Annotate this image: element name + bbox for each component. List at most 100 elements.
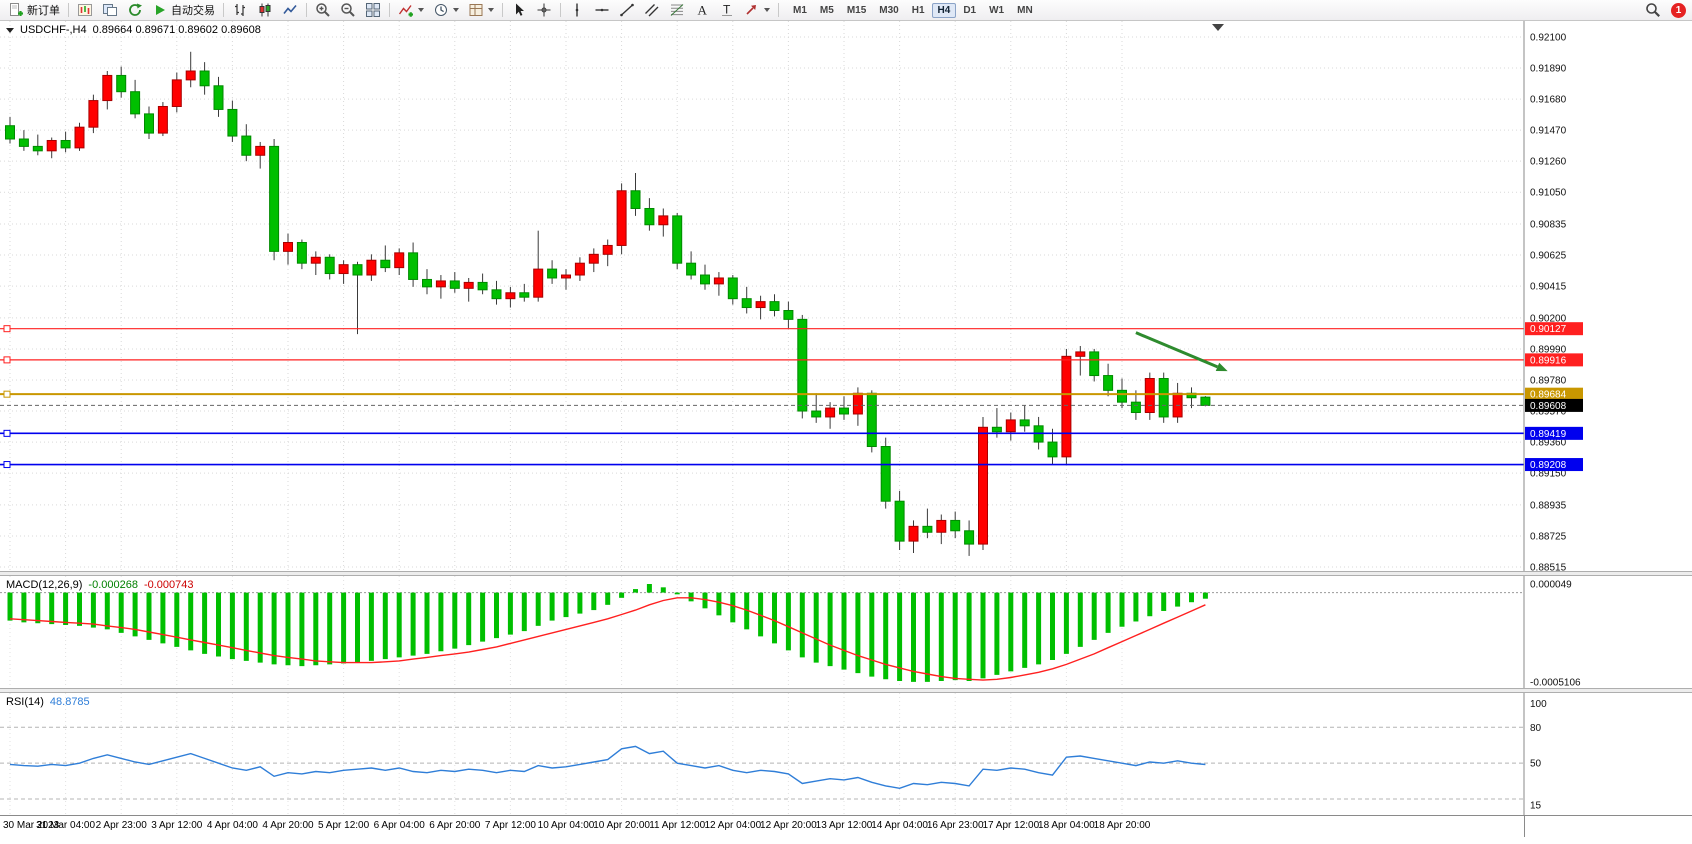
panel-divider[interactable]: [0, 688, 1692, 693]
horizontal-line-button[interactable]: [590, 0, 614, 21]
refresh-button[interactable]: [123, 0, 147, 21]
timeframe-M30[interactable]: M30: [879, 4, 899, 16]
toolbar-separator: [306, 3, 307, 17]
tile-windows-button[interactable]: [361, 0, 385, 21]
timeframe-D1[interactable]: D1: [963, 4, 977, 16]
chart-shift-marker-icon[interactable]: [1212, 24, 1224, 31]
rsi-axis-label: 15: [1530, 801, 1542, 812]
candle-body: [1144, 378, 1155, 414]
candle-body: [227, 108, 238, 137]
timeframe-MN[interactable]: MN: [1017, 4, 1033, 16]
profiles-button[interactable]: [98, 0, 122, 21]
cursor-button[interactable]: [507, 0, 531, 21]
periods-button[interactable]: [429, 0, 463, 21]
candlestick-chart-button[interactable]: [253, 0, 277, 21]
timeframe-M1[interactable]: M1: [793, 4, 807, 16]
timeframe-H4[interactable]: H4: [931, 2, 957, 18]
notification-badge[interactable]: 1: [1671, 2, 1686, 18]
toolbar-separator: [68, 3, 69, 17]
candle-body: [338, 264, 349, 275]
fibonacci-icon: [670, 4, 684, 16]
crosshair-button[interactable]: [532, 0, 556, 21]
time-axis-label: 31 Mar 04:00: [36, 820, 96, 831]
timeframe-W1[interactable]: W1: [989, 4, 1005, 16]
line-anchor-marker[interactable]: [3, 390, 11, 398]
candle-body: [866, 392, 877, 448]
dropdown-caret-icon: [764, 8, 770, 12]
indicators-button[interactable]: [394, 0, 428, 21]
hline-objects: [0, 325, 1524, 469]
charts-button[interactable]: [73, 0, 97, 21]
tile-windows-icon: [366, 3, 380, 17]
candle-body: [1019, 419, 1030, 427]
trendline-button[interactable]: [615, 0, 639, 21]
fibonacci-button[interactable]: [665, 0, 689, 21]
price-tag-label: 0.89419: [1530, 429, 1567, 440]
line-anchor-marker[interactable]: [3, 325, 11, 333]
macd-canvas[interactable]: 0.000049 -0.0005106: [0, 576, 1692, 688]
candle-body: [422, 278, 432, 288]
candle-body: [394, 252, 405, 269]
timeframe-group: M1 M5 M15 M30 H1 H4 D1 W1 MN: [787, 2, 1039, 18]
price-axis-label: 0.89360: [1530, 438, 1567, 449]
autotrading-button[interactable]: 自动交易: [148, 0, 219, 21]
equidistant-channel-icon: [645, 4, 659, 17]
arrow-object[interactable]: [1135, 331, 1228, 372]
candle-body: [505, 292, 516, 300]
price-axis[interactable]: 0.92100 0.91890 0.91680 0.91470 0.91260 0.910…: [1530, 33, 1567, 572]
candles-layer: [5, 51, 1211, 556]
search-icon: [1646, 3, 1660, 17]
candle-body: [686, 262, 697, 276]
price-axis-label: 0.91890: [1530, 64, 1567, 75]
timeframe-H1[interactable]: H1: [911, 4, 925, 16]
text-button[interactable]: A: [690, 0, 714, 21]
line-chart-button[interactable]: [278, 0, 302, 21]
candle-body: [491, 289, 502, 300]
price-tag-label: 0.89684: [1530, 390, 1567, 401]
autotrading-label: 自动交易: [171, 5, 215, 17]
text-label-button[interactable]: T: [715, 0, 739, 21]
candle-body: [157, 105, 168, 134]
search-button[interactable]: [1641, 0, 1665, 21]
line-anchor-marker[interactable]: [3, 356, 11, 364]
candle-body: [755, 301, 766, 309]
price-tag-label: 0.89208: [1530, 460, 1567, 471]
rsi-canvas[interactable]: 100 80 50 15: [0, 693, 1692, 815]
toolbar-separator: [502, 3, 503, 17]
profiles-icon: [103, 4, 117, 16]
candle-body: [5, 125, 15, 140]
equidistant-channel-button[interactable]: [640, 0, 664, 21]
new-order-button[interactable]: 新订单: [4, 0, 64, 21]
macd-axis-label: -0.0005106: [1530, 678, 1581, 689]
price-axis-label: 0.89780: [1530, 375, 1567, 386]
main-chart-canvas[interactable]: 0.92100 0.91890 0.91680 0.91470 0.91260 0.910…: [0, 21, 1692, 571]
candle-body: [644, 207, 655, 226]
candle-body: [32, 145, 43, 152]
candle-body: [852, 392, 863, 415]
time-axis[interactable]: 30 Mar 2023 31 Mar 04:00 2 Apr 23:00 3 Apr …: [0, 815, 1692, 837]
timeframe-M5[interactable]: M5: [819, 4, 834, 16]
price-axis-label: 0.91470: [1530, 126, 1567, 137]
line-anchor-marker[interactable]: [3, 461, 11, 469]
candle-body: [894, 500, 905, 542]
timeframe-M15[interactable]: M15: [846, 4, 867, 16]
templates-button[interactable]: [464, 0, 498, 21]
zoom-out-button[interactable]: [336, 0, 360, 21]
price-axis-label: 0.91260: [1530, 157, 1567, 168]
zoom-in-button[interactable]: [311, 0, 335, 21]
macd-panel[interactable]: 0.000049 -0.0005106 MACD(12,26,9) -0.0002…: [0, 576, 1692, 688]
text-label-icon: T: [722, 3, 732, 17]
vertical-line-button[interactable]: [565, 0, 589, 21]
rsi-axis-label: 50: [1530, 759, 1542, 770]
candle-body: [908, 525, 919, 542]
price-axis-label: 0.90415: [1530, 282, 1567, 293]
bar-chart-button[interactable]: [228, 0, 252, 21]
candle-body: [588, 253, 599, 264]
arrows-button[interactable]: [740, 0, 774, 21]
price-tag-label: 0.89916: [1530, 355, 1567, 366]
panel-divider[interactable]: [0, 571, 1692, 576]
rsi-panel[interactable]: 100 80 50 15 RSI(14) 48.8785: [0, 693, 1692, 815]
line-anchor-marker[interactable]: [3, 429, 11, 437]
main-chart-panel[interactable]: 0.92100 0.91890 0.91680 0.91470 0.91260 0.910…: [0, 21, 1692, 571]
